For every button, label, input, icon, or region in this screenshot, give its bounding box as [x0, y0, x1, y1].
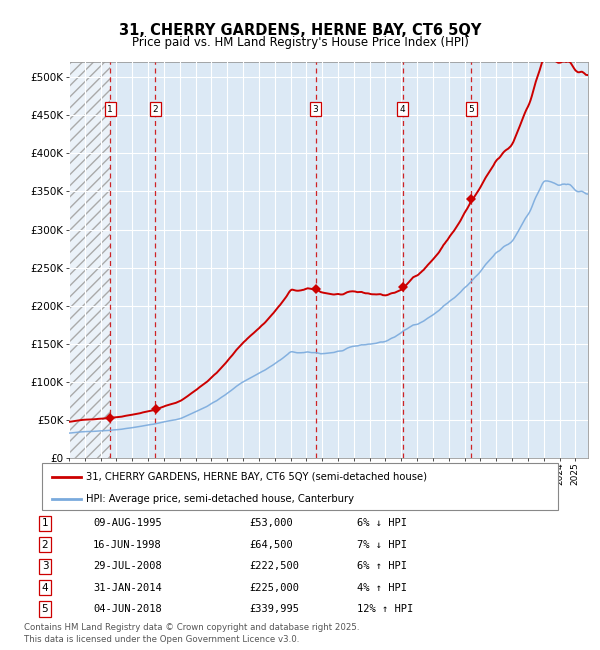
Text: 1: 1 [41, 518, 49, 528]
Text: £53,000: £53,000 [249, 518, 293, 528]
Text: 5: 5 [41, 604, 49, 614]
Bar [69, 62, 110, 458]
Text: 5: 5 [469, 105, 474, 114]
Text: 2: 2 [41, 540, 49, 550]
Text: 04-JUN-2018: 04-JUN-2018 [93, 604, 162, 614]
Text: Price paid vs. HM Land Registry's House Price Index (HPI): Price paid vs. HM Land Registry's House … [131, 36, 469, 49]
Text: £222,500: £222,500 [249, 561, 299, 571]
Text: 3: 3 [41, 561, 49, 571]
Text: 31-JAN-2014: 31-JAN-2014 [93, 582, 162, 593]
Text: 31, CHERRY GARDENS, HERNE BAY, CT6 5QY: 31, CHERRY GARDENS, HERNE BAY, CT6 5QY [119, 23, 481, 38]
Text: 4: 4 [400, 105, 406, 114]
Text: 16-JUN-1998: 16-JUN-1998 [93, 540, 162, 550]
Text: Contains HM Land Registry data © Crown copyright and database right 2025.: Contains HM Land Registry data © Crown c… [24, 623, 359, 632]
Text: 2: 2 [152, 105, 158, 114]
Text: 4% ↑ HPI: 4% ↑ HPI [357, 582, 407, 593]
Bar [69, 62, 110, 458]
Text: 1: 1 [107, 105, 113, 114]
Text: 6% ↑ HPI: 6% ↑ HPI [357, 561, 407, 571]
Text: 6% ↓ HPI: 6% ↓ HPI [357, 518, 407, 528]
Text: £225,000: £225,000 [249, 582, 299, 593]
Text: £339,995: £339,995 [249, 604, 299, 614]
Text: 31, CHERRY GARDENS, HERNE BAY, CT6 5QY (semi-detached house): 31, CHERRY GARDENS, HERNE BAY, CT6 5QY (… [86, 471, 427, 482]
Text: 29-JUL-2008: 29-JUL-2008 [93, 561, 162, 571]
Text: This data is licensed under the Open Government Licence v3.0.: This data is licensed under the Open Gov… [24, 634, 299, 644]
Text: 09-AUG-1995: 09-AUG-1995 [93, 518, 162, 528]
Text: £64,500: £64,500 [249, 540, 293, 550]
Text: HPI: Average price, semi-detached house, Canterbury: HPI: Average price, semi-detached house,… [86, 493, 354, 504]
Text: 12% ↑ HPI: 12% ↑ HPI [357, 604, 413, 614]
Text: 7% ↓ HPI: 7% ↓ HPI [357, 540, 407, 550]
Text: 3: 3 [313, 105, 319, 114]
Text: 4: 4 [41, 582, 49, 593]
FancyBboxPatch shape [42, 463, 558, 510]
